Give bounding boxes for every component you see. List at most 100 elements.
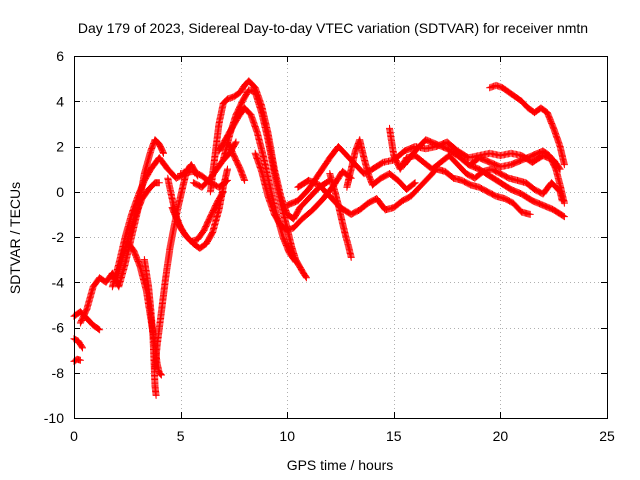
data-point (290, 245, 293, 247)
data-point (254, 152, 256, 155)
data-point (531, 200, 534, 202)
data-point (520, 193, 523, 195)
x-tick-label: 10 (279, 428, 295, 444)
data-point (177, 204, 180, 207)
data-point (171, 206, 173, 209)
data-point (128, 233, 131, 236)
y-tick-label: 4 (56, 93, 64, 109)
series-track-22 (343, 136, 419, 193)
data-point (501, 86, 504, 89)
x-tick-label: 20 (493, 428, 509, 444)
series-track-11 (168, 188, 227, 245)
data-point (105, 281, 107, 284)
data-point (139, 265, 141, 268)
data-point (461, 179, 463, 182)
data-point (267, 195, 269, 198)
data-point (399, 168, 402, 170)
data-point (269, 186, 271, 188)
data-point (516, 179, 519, 182)
data-point (218, 150, 220, 152)
data-point (179, 172, 182, 175)
data-point (167, 168, 169, 170)
data-point (540, 107, 542, 109)
data-point (267, 138, 269, 141)
data-point (307, 197, 310, 200)
data-point (474, 177, 476, 179)
y-tick-label: 0 (56, 184, 64, 200)
data-point (213, 157, 216, 159)
x-tick-label: 0 (70, 428, 78, 444)
data-point (380, 177, 382, 179)
data-point (239, 168, 242, 170)
data-point (488, 161, 491, 164)
data-point (222, 102, 224, 105)
data-point (410, 195, 412, 198)
data-point (344, 231, 346, 234)
data-point (288, 252, 291, 254)
data-point (158, 143, 161, 145)
axis-ticks: 0 5 10 15 20 25 -10 -8 -6 -4 -2 0 2 4 6 (44, 48, 615, 444)
data-point (329, 195, 331, 198)
data-point (339, 213, 342, 216)
data-point (393, 206, 395, 209)
data-point (431, 168, 434, 170)
data-point (196, 238, 199, 241)
data-point (435, 143, 438, 145)
data-point (190, 163, 193, 166)
data-point (555, 168, 557, 170)
y-tick-label: -8 (52, 365, 65, 381)
data-point (175, 177, 178, 179)
data-point (405, 188, 408, 191)
data-point (550, 181, 553, 184)
data-point (305, 276, 308, 279)
x-tick-label: 25 (599, 428, 615, 444)
data-point (488, 86, 491, 89)
data-point (154, 367, 156, 370)
data-point (256, 132, 259, 134)
data-point (122, 254, 124, 256)
data-point (520, 100, 523, 103)
data-point (533, 188, 536, 191)
data-point (141, 197, 143, 200)
data-point (224, 138, 227, 141)
data-point (559, 168, 561, 170)
data-series (70, 77, 568, 399)
data-point (529, 213, 531, 216)
data-point (192, 181, 195, 184)
y-axis-title: SDTVAR / TECUs (7, 182, 23, 294)
data-point (307, 188, 310, 191)
data-point (358, 138, 361, 141)
data-point (243, 179, 246, 182)
series-markers (70, 335, 86, 352)
data-point (162, 152, 165, 155)
data-point (525, 181, 527, 184)
data-point (243, 107, 246, 109)
data-point (98, 276, 101, 279)
data-point (226, 141, 229, 143)
data-point (150, 150, 152, 152)
data-point (401, 200, 404, 202)
data-point (171, 197, 173, 200)
series-track-16 (215, 104, 300, 266)
series-track-3 (70, 355, 84, 365)
data-point (160, 310, 163, 313)
data-point (448, 154, 451, 157)
data-point (427, 177, 429, 179)
data-point (301, 218, 303, 220)
data-point (508, 91, 510, 93)
data-point (446, 148, 448, 150)
series-track-2 (70, 335, 86, 352)
data-point (329, 172, 331, 175)
data-point (491, 168, 493, 170)
data-point (201, 175, 203, 177)
data-point (147, 286, 150, 288)
data-point (158, 157, 161, 159)
data-point (478, 186, 480, 188)
data-point (237, 116, 239, 118)
data-point (201, 186, 203, 188)
data-point (384, 209, 387, 211)
data-point (457, 163, 459, 166)
data-point (488, 152, 491, 155)
y-tick-label: 2 (56, 139, 64, 155)
